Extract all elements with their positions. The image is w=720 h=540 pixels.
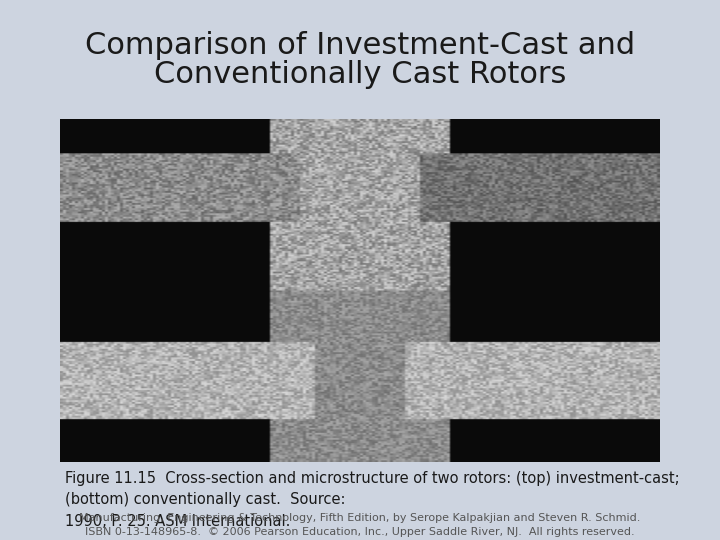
Text: Figure 11.15  Cross-section and microstructure of two rotors: (top) investment-c: Figure 11.15 Cross-section and microstru… [65, 471, 680, 486]
Text: 1990, P. 25. ASM International.: 1990, P. 25. ASM International. [65, 514, 290, 529]
Text: Comparison of Investment-Cast and: Comparison of Investment-Cast and [85, 31, 635, 60]
Text: Manufacturing, Engineering & Technology, Fifth Edition, by Serope Kalpakjian and: Manufacturing, Engineering & Technology,… [79, 513, 641, 537]
Text: Conventionally Cast Rotors: Conventionally Cast Rotors [154, 60, 566, 89]
Text: (bottom) conventionally cast.  Source:: (bottom) conventionally cast. Source: [65, 492, 354, 508]
